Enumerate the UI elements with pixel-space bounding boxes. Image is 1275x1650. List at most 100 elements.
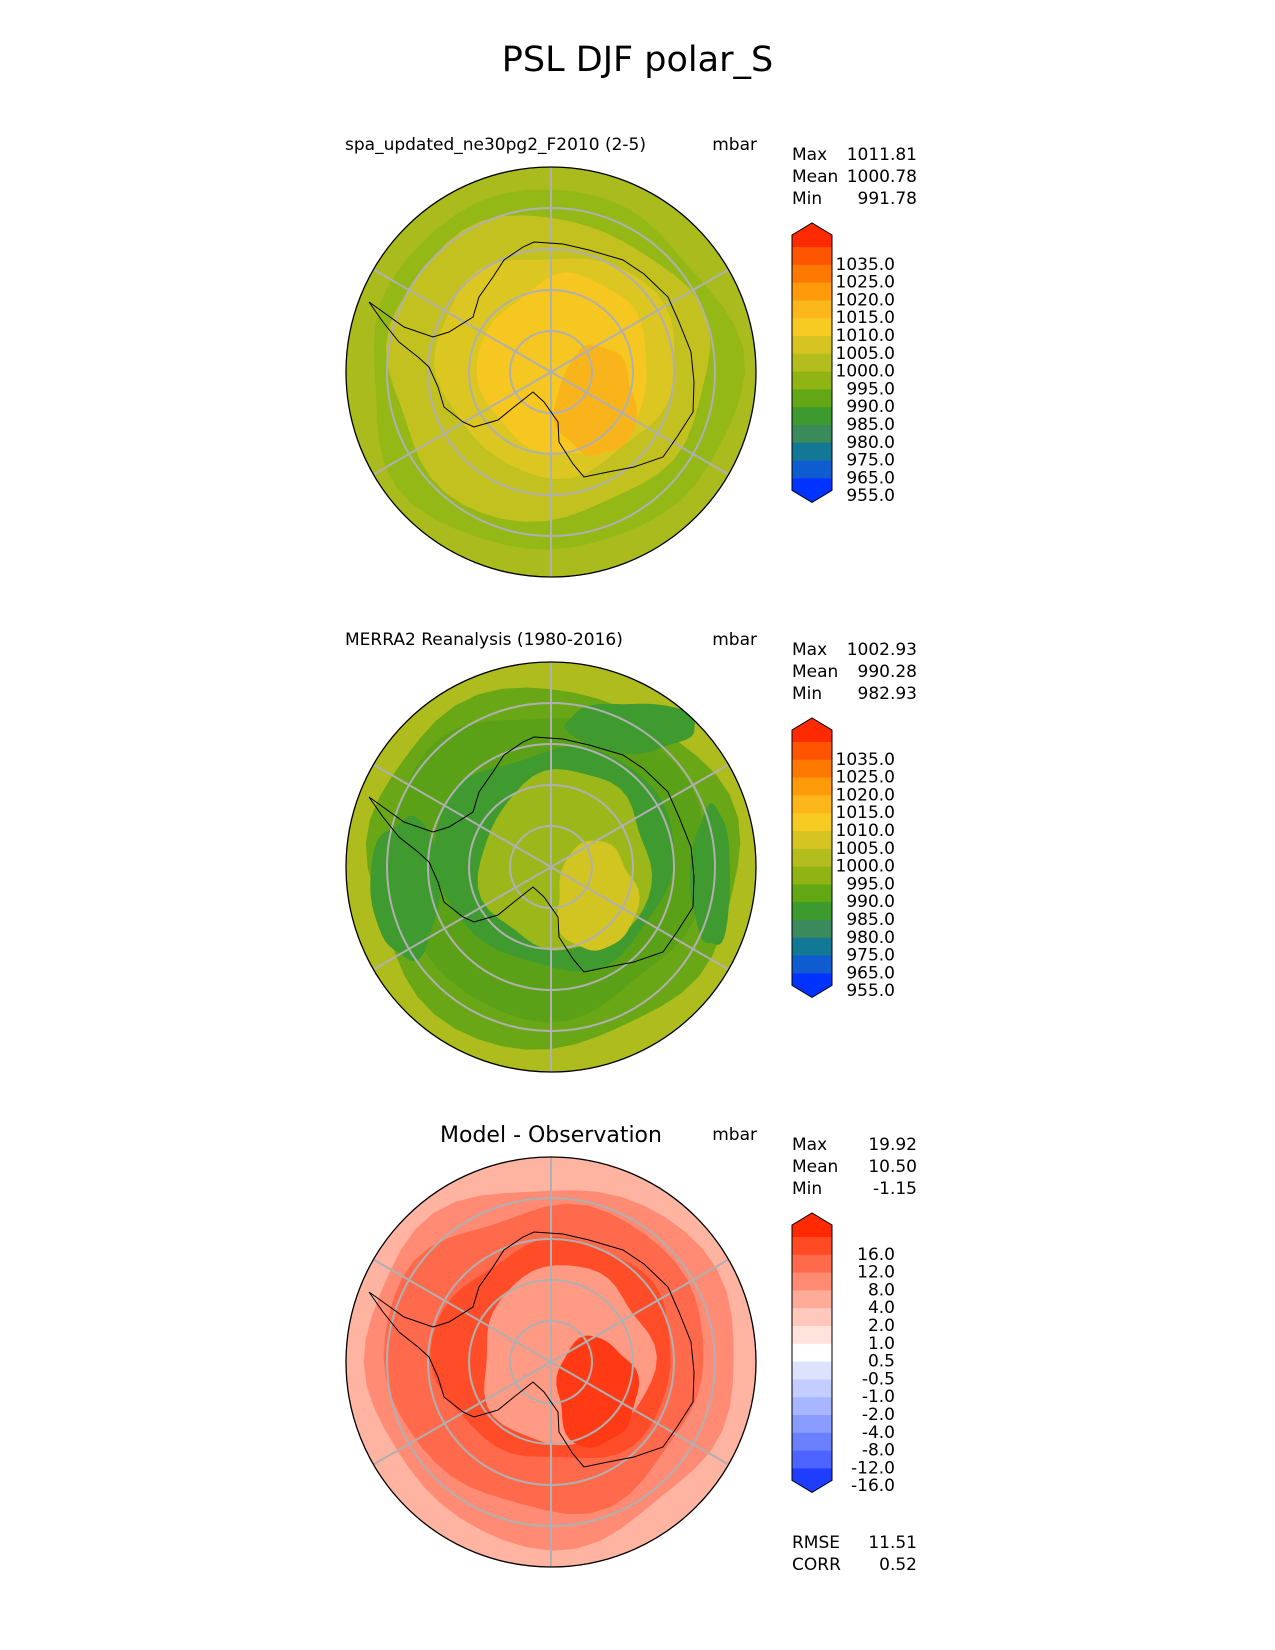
colorbar-segment	[792, 1343, 832, 1363]
colorbar-segment	[792, 1415, 832, 1434]
colorbar-tick-label: 1005.0	[836, 344, 895, 364]
colorbar-extend-bottom	[792, 1468, 832, 1493]
colorbar-segment	[792, 1272, 832, 1291]
fill-dark-patches	[689, 802, 730, 945]
colorbar-segment	[792, 1254, 832, 1274]
colorbar-segment	[792, 1432, 832, 1452]
fill-core-orange	[553, 344, 637, 456]
stat-label-max: Max	[792, 145, 827, 165]
colorbar-segment	[792, 371, 832, 390]
stat-value-max: 1002.93	[847, 640, 917, 660]
colorbar-tick-label: 995.0	[846, 379, 895, 399]
panel-title: MERRA2 Reanalysis (1980-2016)	[345, 630, 623, 650]
colorbar-tick-label: 12.0	[857, 1263, 895, 1283]
colorbar-segment	[792, 1361, 832, 1380]
stat-label-mean: Mean	[792, 167, 838, 187]
colorbar-segment	[792, 831, 832, 850]
stat-label-mean: Mean	[792, 662, 838, 682]
panel-test: spa_updated_ne30pg2_F2010 (2-5) mbar Max 10…	[345, 135, 917, 578]
colorbar-segment	[792, 937, 832, 957]
colorbar-segment	[792, 920, 832, 939]
colorbar-segment	[792, 407, 832, 426]
fill-core	[556, 1335, 640, 1448]
colorbar-segment	[792, 902, 832, 921]
colorbar: 1035.01025.01020.01015.01010.01005.01000…	[791, 717, 895, 1001]
colorbar-tick-label: -0.5	[862, 1369, 895, 1389]
colorbar-segment	[792, 1326, 832, 1345]
stat-label-min: Min	[792, 684, 822, 704]
colorbar-tick-label: 955.0	[846, 981, 895, 1001]
colorbar-tick-label: 4.0	[868, 1298, 895, 1318]
metric-label-corr: CORR	[792, 1555, 841, 1575]
meridian-line	[372, 763, 730, 971]
graticule	[372, 167, 730, 577]
stat-label-max: Max	[792, 640, 827, 660]
colorbar-segment	[792, 1379, 832, 1398]
colorbar-segment	[792, 1290, 832, 1309]
map-boundary	[345, 166, 757, 578]
stat-value-max: 19.92	[868, 1135, 917, 1155]
stat-label-max: Max	[792, 1135, 827, 1155]
colorbar-tick-label: 1000.0	[836, 857, 895, 877]
colorbar-extend-top	[792, 718, 832, 742]
colorbar-tick-label: 985.0	[846, 415, 895, 435]
colorbar-segment	[792, 1450, 832, 1469]
colorbar-tick-label: 995.0	[846, 874, 895, 894]
colorbar-tick-label: 1000.0	[836, 362, 895, 382]
stat-label-mean: Mean	[792, 1157, 838, 1177]
colorbar-tick-label: -16.0	[851, 1476, 895, 1496]
colorbar-segment	[792, 1397, 832, 1416]
colorbar-tick-label: 975.0	[846, 946, 895, 966]
coastline	[368, 241, 695, 478]
stat-label-min: Min	[792, 1179, 822, 1199]
stat-value-mean: 1000.78	[847, 167, 917, 187]
colorbar-tick-label: 990.0	[846, 397, 895, 417]
colorbar-tick-label: 1020.0	[836, 290, 895, 310]
panel-title: spa_updated_ne30pg2_F2010 (2-5)	[345, 135, 646, 155]
colorbar: 16.012.08.04.02.01.00.5-0.5-1.0-2.0-4.0-…	[791, 1212, 895, 1496]
colorbar-tick-label: -4.0	[862, 1423, 895, 1443]
stat-value-min: 982.93	[858, 684, 917, 704]
stat-value-min: 991.78	[858, 189, 917, 209]
colorbar-segment	[792, 955, 832, 974]
colorbar-extend-bottom	[792, 973, 832, 998]
colorbar-tick-label: 965.0	[846, 963, 895, 983]
colorbar-tick-label: 1035.0	[836, 255, 895, 275]
colorbar-tick-label: 1025.0	[836, 273, 895, 293]
metric-label-rmse: RMSE	[792, 1533, 840, 1553]
colorbar-segment	[792, 336, 832, 355]
metric-value-corr: 0.52	[879, 1555, 917, 1575]
panel-diff: Model - Observation mbar Max 19.92 Mean 10.50…	[345, 1123, 917, 1575]
stat-value-mean: 990.28	[858, 662, 917, 682]
colorbar-segment	[792, 777, 832, 796]
meridian-line	[372, 1258, 730, 1466]
colorbar-segment	[792, 742, 832, 761]
colorbar-tick-label: 1.0	[868, 1334, 895, 1354]
colorbar-segment	[792, 795, 832, 814]
colorbar-segment	[792, 848, 832, 868]
colorbar-tick-label: 1015.0	[836, 308, 895, 328]
colorbar-segment	[792, 759, 832, 779]
colorbar-segment	[792, 1237, 832, 1256]
colorbar-tick-label: 1020.0	[836, 785, 895, 805]
panel-units: mbar	[712, 135, 757, 155]
colorbar-segment	[792, 300, 832, 319]
fill-dark-patches	[564, 703, 695, 754]
colorbar-segment	[792, 264, 832, 284]
colorbar-segment	[792, 460, 832, 479]
colorbar-tick-label: 965.0	[846, 468, 895, 488]
colorbar-tick-label: 1010.0	[836, 821, 895, 841]
colorbar-segment	[792, 1308, 832, 1327]
graticule	[372, 662, 730, 1072]
colorbar-tick-label: 1015.0	[836, 803, 895, 823]
colorbar-segment	[792, 866, 832, 885]
panel-reference: MERRA2 Reanalysis (1980-2016) mbar Max 1002…	[345, 630, 917, 1073]
colorbar-segment	[792, 884, 832, 903]
colorbar-tick-label: 980.0	[846, 433, 895, 453]
colorbar-tick-label: -12.0	[851, 1458, 895, 1478]
colorbar-segment	[792, 282, 832, 301]
colorbar-tick-label: -2.0	[862, 1405, 895, 1425]
colorbar-segment	[792, 389, 832, 408]
colorbar-tick-label: -8.0	[862, 1441, 895, 1461]
